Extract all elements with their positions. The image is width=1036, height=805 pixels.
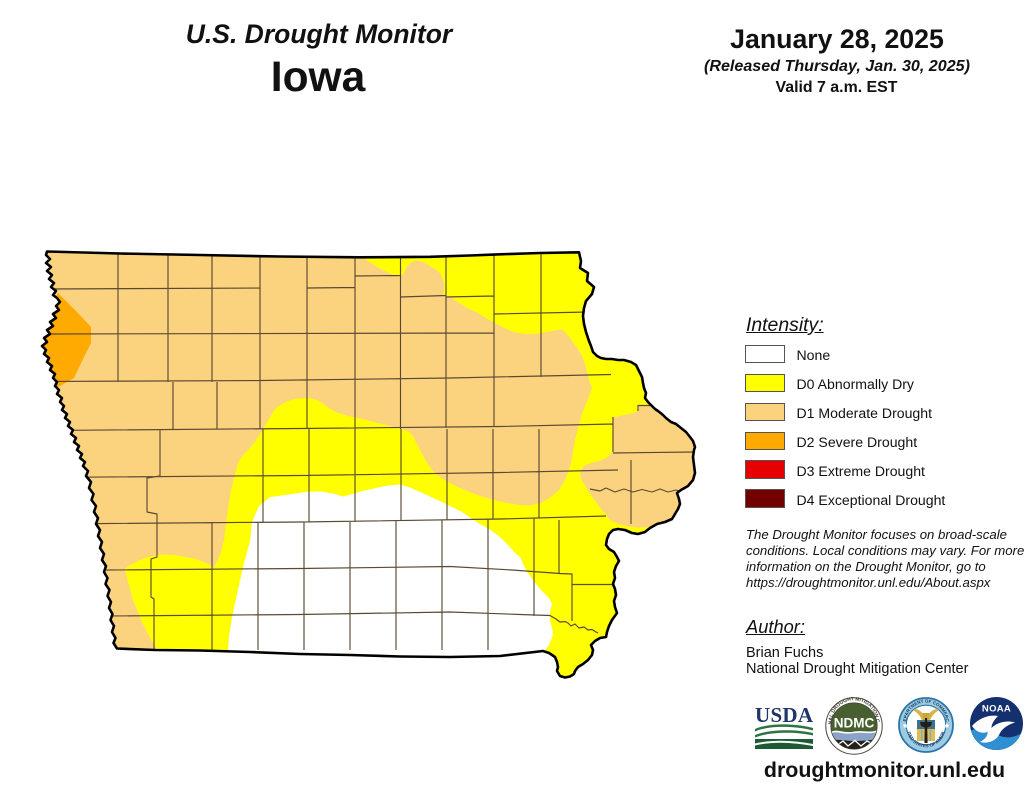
svg-text:USDA: USDA — [755, 704, 814, 727]
svg-text:NOAA: NOAA — [982, 704, 1011, 715]
svg-text:NDMC: NDMC — [834, 716, 875, 731]
